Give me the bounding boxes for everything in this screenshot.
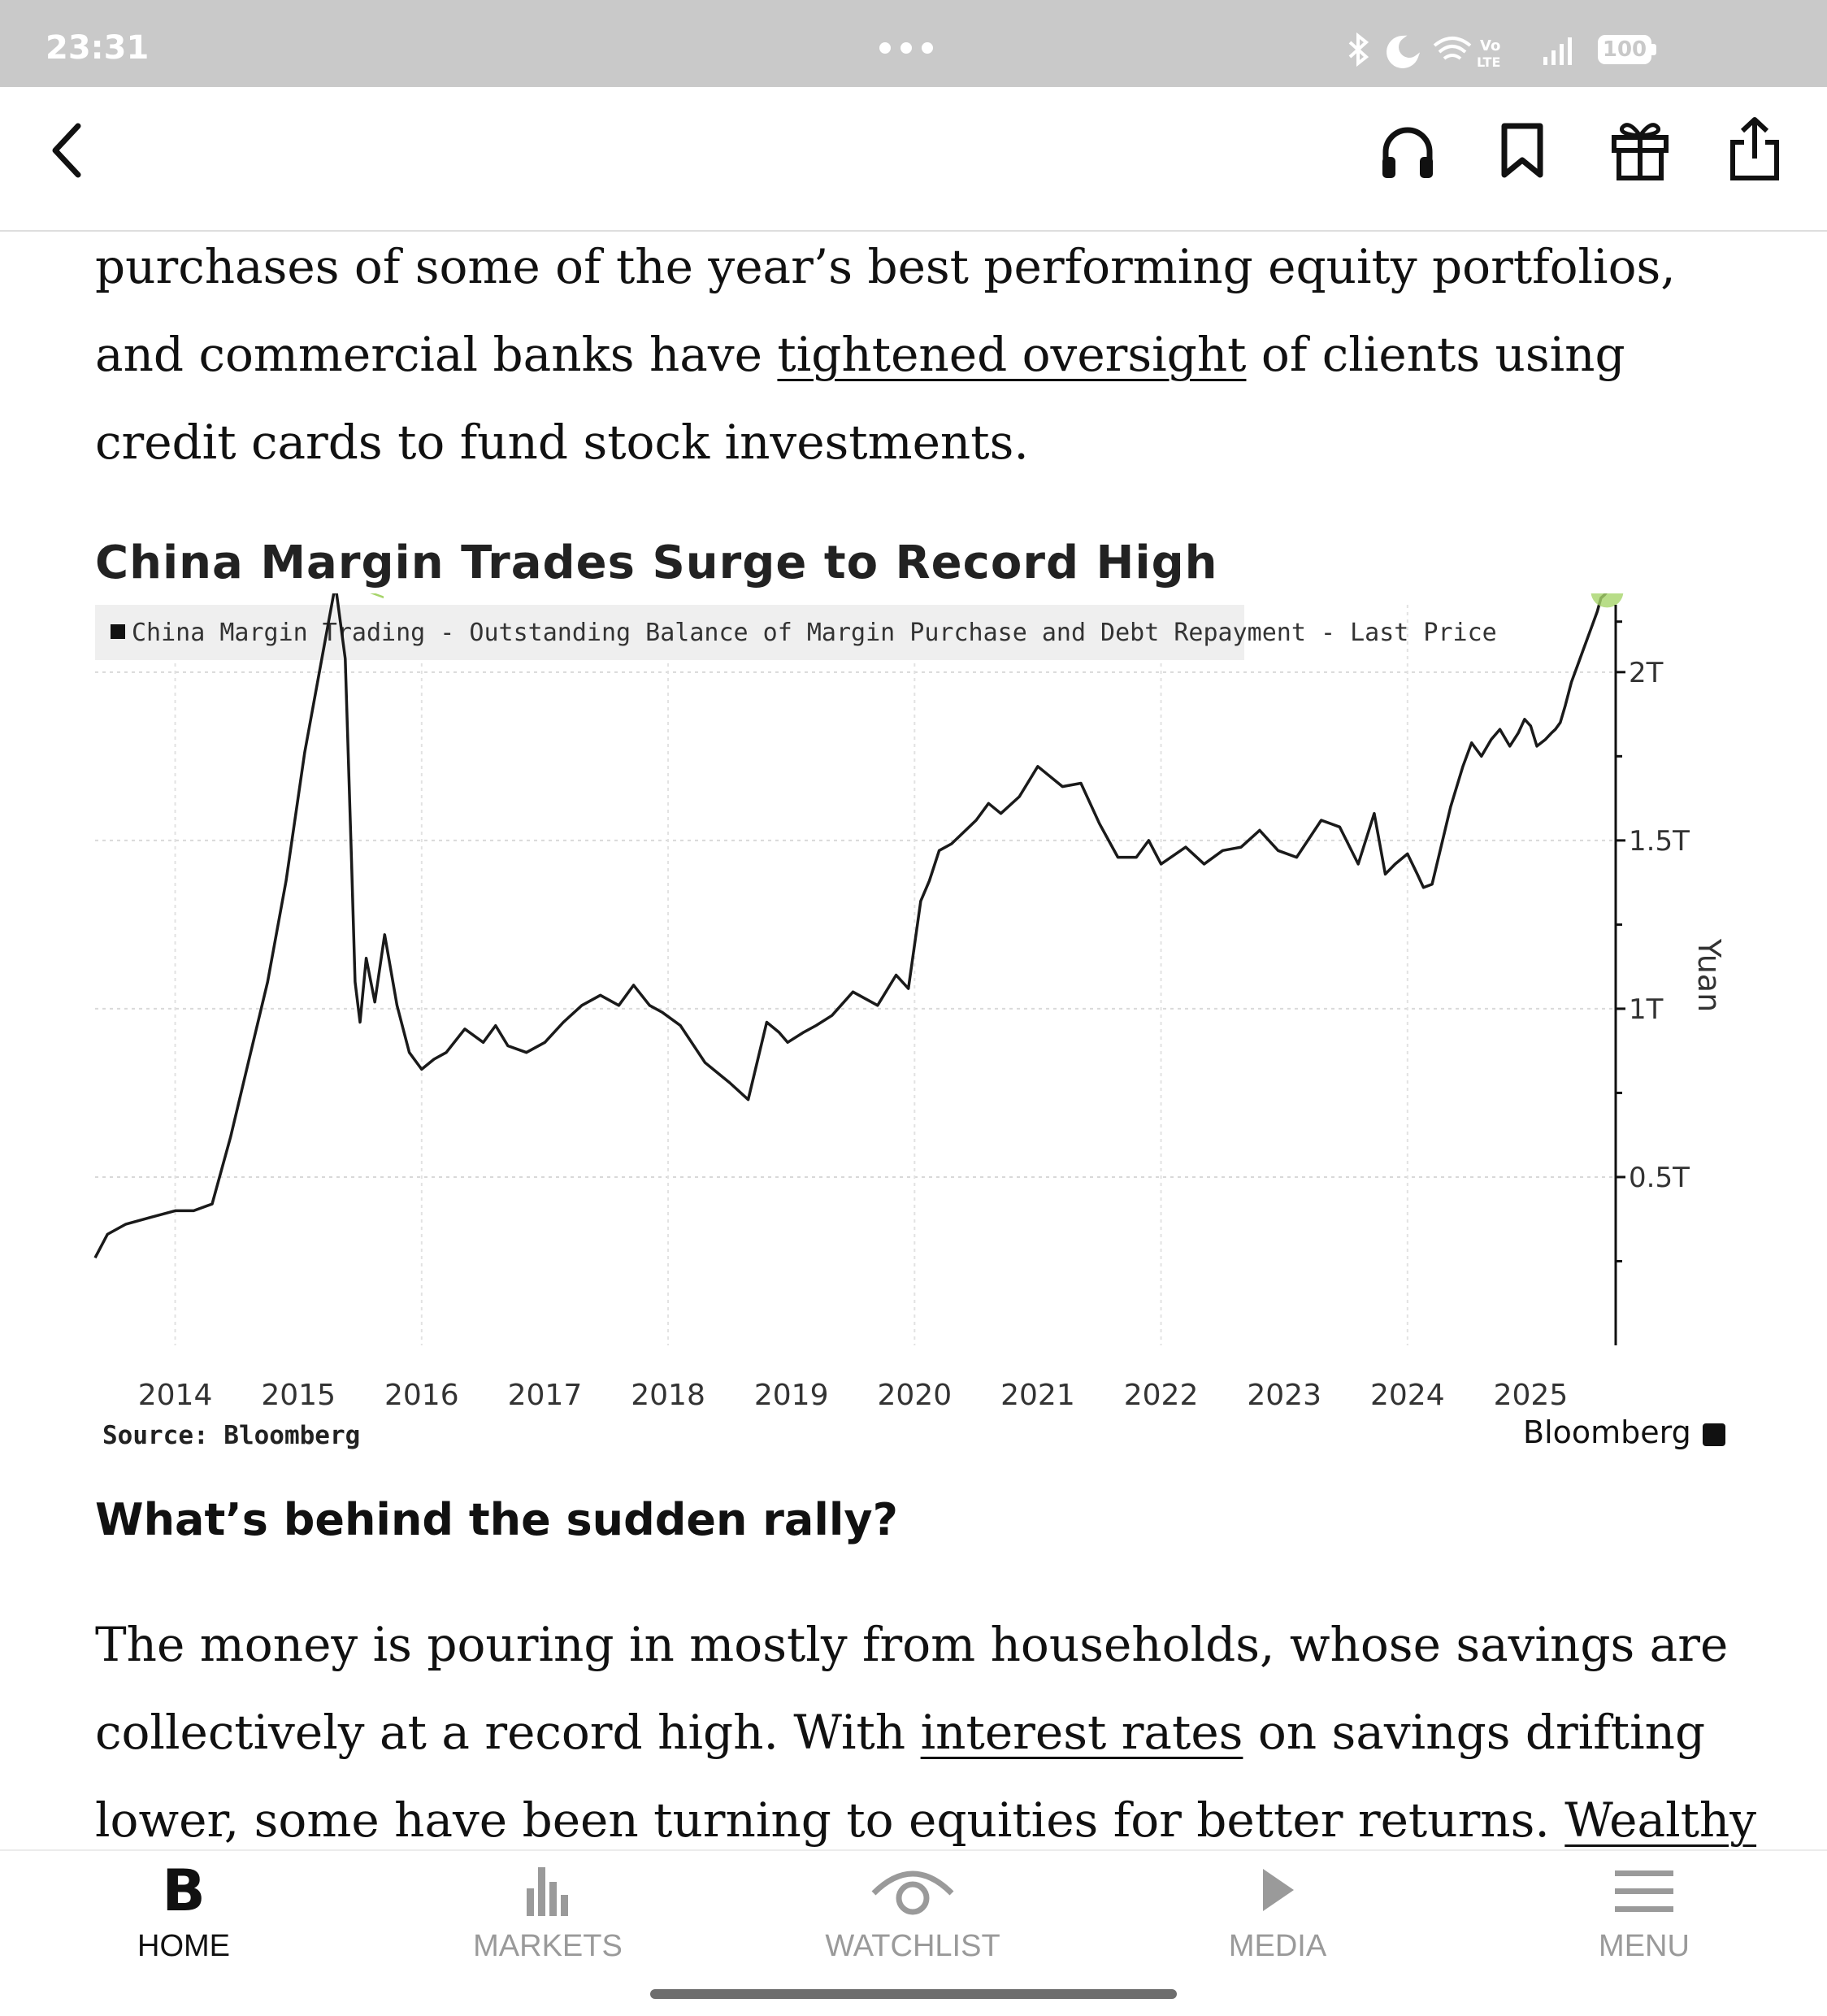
nav-label: HOME [137, 1929, 230, 1963]
bluetooth-icon [1348, 33, 1369, 67]
x-tick-label: 2021 [1000, 1379, 1075, 1412]
legend-swatch [111, 624, 125, 639]
share-icon[interactable] [1726, 115, 1783, 183]
x-tick-label: 2018 [631, 1379, 705, 1412]
nav-watchlist[interactable]: WATCHLIST [791, 1851, 1035, 1997]
section-subheading: What’s behind the sudden rally? [95, 1494, 898, 1545]
moon-icon [1387, 35, 1421, 68]
x-tick-label: 2015 [261, 1379, 336, 1412]
hamburger-menu-icon [1615, 1870, 1673, 1912]
y-axis-label: Yuan [1691, 938, 1727, 1012]
article-paragraph: purchases of some of the year’s best per… [95, 223, 1769, 486]
legend-box [95, 605, 1244, 660]
margin-balance-line [93, 593, 1608, 1259]
bloomberg-brand: Bloomberg [1523, 1414, 1725, 1450]
x-tick-label: 2022 [1124, 1379, 1199, 1412]
bloomberg-logo-icon [1702, 1423, 1725, 1446]
legend-text: China Margin Trading - Outstanding Balan… [132, 619, 1497, 647]
chart-source: Source: Bloomberg [102, 1421, 361, 1450]
x-tick-label: 2017 [508, 1379, 583, 1412]
status-bar: 23:31 Vo LTE 100 [0, 0, 1827, 87]
play-icon [1263, 1869, 1294, 1911]
back-icon[interactable] [46, 118, 94, 183]
nav-media[interactable]: MEDIA [1156, 1851, 1400, 1997]
bookmark-icon[interactable] [1498, 121, 1547, 181]
bottom-navigation: B HOME MARKETS WATCHLIST MEDIA MENU [0, 1849, 1827, 2016]
status-icons: Vo LTE [1348, 33, 1572, 70]
svg-text:LTE: LTE [1477, 54, 1500, 70]
paragraph-text: of clients using credit cards to fund st… [95, 327, 1625, 470]
eye-icon [871, 1870, 954, 1915]
bloomberg-b-icon: B [162, 1857, 206, 1924]
nav-label: MENU [1599, 1929, 1690, 1963]
nav-home[interactable]: B HOME [62, 1851, 306, 1997]
paragraph-text: on savings drifting lower, some have bee… [95, 1705, 1706, 1848]
headphones-icon[interactable] [1378, 121, 1438, 181]
svg-text:Vo: Vo [1480, 37, 1500, 54]
article-toolbar [0, 87, 1827, 232]
brand-name: Bloomberg [1523, 1414, 1691, 1450]
status-time: 23:31 [46, 29, 150, 67]
x-tick-label: 2020 [878, 1379, 953, 1412]
nav-label: MARKETS [473, 1929, 623, 1963]
x-axis-ticks: 2014 2015 2016 2017 2018 2019 2020 2021 2022 2023… [138, 1379, 1569, 1412]
gift-icon[interactable] [1609, 118, 1671, 183]
nav-label: WATCHLIST [825, 1929, 1000, 1963]
x-tick-label: 2025 [1494, 1379, 1569, 1412]
tightened-oversight-link[interactable]: tightened oversight [777, 327, 1247, 382]
y-tick-label: 0.5T [1629, 1162, 1690, 1194]
interest-rates-link[interactable]: interest rates [920, 1705, 1243, 1760]
nav-label: MEDIA [1228, 1929, 1327, 1963]
wifi-icon [1433, 37, 1472, 60]
x-tick-label: 2024 [1370, 1379, 1445, 1412]
x-tick-label: 2016 [384, 1379, 459, 1412]
more-dots-icon [879, 42, 943, 58]
article-paragraph: The money is pouring in mostly from hous… [95, 1601, 1786, 1850]
nav-markets[interactable]: MARKETS [426, 1851, 670, 1997]
y-tick-label: 1T [1629, 993, 1664, 1026]
margin-trading-chart: China Margin Trading - Outstanding Balan… [93, 593, 1727, 1412]
paragraph-text: purchases of some of the year’s best per… [95, 239, 1676, 382]
paragraph-text: The money is pouring in mostly from hous… [95, 1617, 1729, 1760]
bar-chart-icon [527, 1867, 568, 1916]
y-tick-label: 2T [1629, 657, 1664, 689]
y-axis-ticks: 0.5T 1T 1.5T 2T [1616, 620, 1690, 1262]
wealthy-link[interactable]: Wealthy [1564, 1792, 1757, 1848]
nav-menu[interactable]: MENU [1522, 1851, 1766, 1997]
x-tick-label: 2014 [138, 1379, 213, 1412]
home-indicator[interactable] [650, 1989, 1177, 1999]
record-high-arrow: < [366, 593, 386, 606]
x-tick-label: 2019 [754, 1379, 829, 1412]
chart-grid [95, 605, 1616, 1345]
y-tick-label: 1.5T [1629, 825, 1690, 858]
battery-tip [1651, 44, 1656, 55]
x-tick-label: 2023 [1247, 1379, 1321, 1412]
record-high-marker [1590, 593, 1624, 608]
chart-title: China Margin Trades Surge to Record High [95, 537, 1218, 589]
battery-icon: 100 [1598, 35, 1651, 64]
signal-icon [1543, 57, 1547, 65]
